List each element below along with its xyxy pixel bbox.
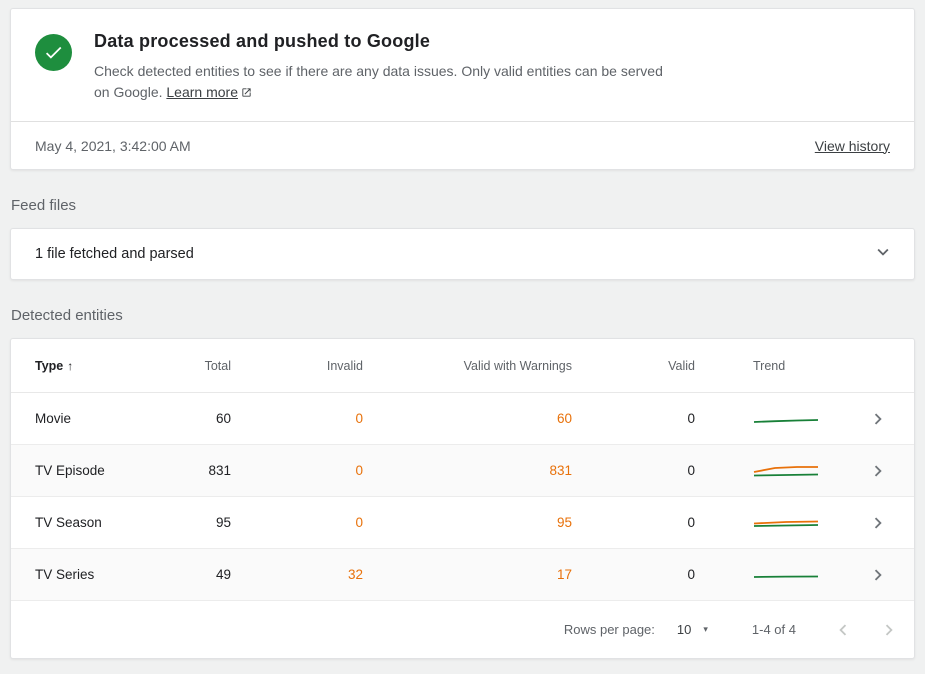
invalid-value: 32 <box>347 567 363 582</box>
trend-sparkline <box>695 566 854 584</box>
status-card: Data processed and pushed to Google Chec… <box>10 8 915 170</box>
feed-files-section-label: Feed files <box>11 197 77 214</box>
feed-files-summary: 1 file fetched and parsed <box>35 246 194 262</box>
rows-per-page-label: Rows per page: <box>563 622 655 637</box>
trend-sparkline <box>695 514 854 532</box>
valid-with-warnings-value: 831 <box>549 463 572 478</box>
entity-type: Movie <box>35 411 72 426</box>
column-header-valid-with-warnings[interactable]: Valid with Warnings <box>463 358 572 373</box>
view-history-link[interactable]: View history <box>814 137 890 154</box>
sort-ascending-icon[interactable]: ↑ <box>67 358 74 373</box>
valid-with-warnings-value: 95 <box>556 515 572 530</box>
column-header-valid[interactable]: Valid <box>668 358 695 373</box>
status-description-text: Check detected entities to see if there … <box>94 63 663 100</box>
status-text: Data processed and pushed to Google Chec… <box>94 31 672 103</box>
table-pagination: Rows per page: 10 ▾ 1-4 of 4 <box>11 601 914 658</box>
status-footer: May 4, 2021, 3:42:00 AM View history <box>11 121 914 169</box>
valid-value: 0 <box>687 411 695 426</box>
total-value: 95 <box>215 515 231 530</box>
column-header-total[interactable]: Total <box>204 358 231 373</box>
status-message: Data processed and pushed to Google Chec… <box>11 9 914 121</box>
invalid-value: 0 <box>355 411 363 426</box>
previous-page-button[interactable] <box>832 619 854 641</box>
feed-files-card[interactable]: 1 file fetched and parsed <box>10 228 915 280</box>
table-row-tv-episode[interactable]: TV Episode 831 0 831 0 <box>11 445 914 497</box>
valid-with-warnings-value: 17 <box>556 567 572 582</box>
table-header-row: Type ↑ Total Invalid Valid with Warnings… <box>11 339 914 393</box>
total-value: 831 <box>208 463 231 478</box>
invalid-value: 0 <box>355 463 363 478</box>
success-check-icon <box>35 34 72 71</box>
column-header-invalid[interactable]: Invalid <box>326 358 363 373</box>
rows-per-page-value: 10 <box>676 622 692 637</box>
trend-sparkline <box>695 462 854 480</box>
status-timestamp: May 4, 2021, 3:42:00 AM <box>35 137 191 154</box>
chevron-down-icon[interactable] <box>872 241 894 268</box>
table-row-tv-series[interactable]: TV Series 49 32 17 0 <box>11 549 914 601</box>
learn-more-link[interactable]: Learn more <box>166 84 238 100</box>
dropdown-arrow-icon: ▾ <box>703 624 708 634</box>
valid-value: 0 <box>687 515 695 530</box>
chevron-right-icon[interactable] <box>854 408 902 430</box>
valid-value: 0 <box>687 463 695 478</box>
chevron-right-icon[interactable] <box>854 564 902 586</box>
valid-with-warnings-value: 60 <box>556 411 572 426</box>
trend-sparkline <box>695 410 854 428</box>
valid-value: 0 <box>687 567 695 582</box>
total-value: 49 <box>215 567 231 582</box>
table-row-movie[interactable]: Movie 60 0 60 0 <box>11 393 914 445</box>
invalid-value: 0 <box>355 515 363 530</box>
detected-entities-table: Type ↑ Total Invalid Valid with Warnings… <box>10 338 915 659</box>
column-header-type[interactable]: Type ↑ <box>35 358 74 373</box>
open-in-new-icon[interactable] <box>238 84 252 100</box>
status-title: Data processed and pushed to Google <box>94 31 431 51</box>
chevron-right-icon[interactable] <box>854 460 902 482</box>
table-row-tv-season[interactable]: TV Season 95 0 95 0 <box>11 497 914 549</box>
chevron-right-icon[interactable] <box>854 512 902 534</box>
column-header-trend: Trend <box>753 358 786 373</box>
total-value: 60 <box>215 411 231 426</box>
rows-per-page-select[interactable]: 10 ▾ <box>677 622 708 637</box>
pagination-range: 1-4 of 4 <box>751 622 796 637</box>
next-page-button[interactable] <box>878 619 900 641</box>
entity-type: TV Series <box>35 567 95 582</box>
entity-type: TV Season <box>35 515 102 530</box>
status-description: Check detected entities to see if there … <box>94 61 672 103</box>
detected-entities-section-label: Detected entities <box>11 307 123 324</box>
entity-type: TV Episode <box>35 463 105 478</box>
